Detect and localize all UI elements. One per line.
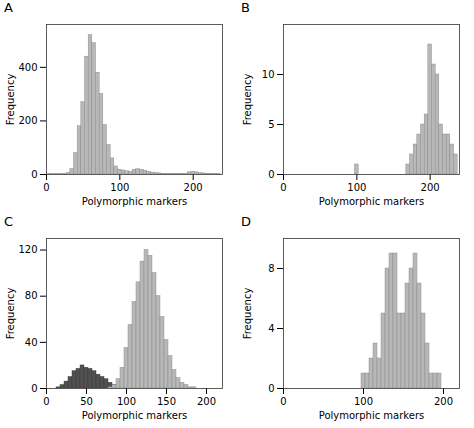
svg-text:0: 0 [280, 396, 286, 407]
svg-text:0: 0 [43, 182, 49, 193]
svg-text:10: 10 [262, 69, 275, 80]
svg-text:80: 80 [25, 290, 38, 301]
svg-text:Polymorphic markers: Polymorphic markers [82, 410, 188, 421]
svg-text:40: 40 [25, 337, 38, 348]
svg-text:Frequency: Frequency [5, 74, 16, 126]
svg-text:0: 0 [31, 169, 37, 180]
html-text:C: C [4, 214, 14, 229]
svg-text:50: 50 [80, 396, 93, 407]
svg-text:100: 100 [347, 182, 366, 193]
html-text:D: D [241, 214, 251, 229]
svg-text:100: 100 [354, 396, 373, 407]
svg-text:200: 200 [197, 396, 216, 407]
html-text:B: B [241, 0, 250, 15]
svg-text:120: 120 [18, 244, 37, 255]
svg-text:100: 100 [110, 182, 129, 193]
html-text:A: A [4, 0, 13, 15]
svg-text:Polymorphic markers: Polymorphic markers [319, 410, 425, 421]
svg-text:0: 0 [43, 396, 49, 407]
svg-text:8: 8 [268, 263, 274, 274]
svg-text:Polymorphic markers: Polymorphic markers [82, 196, 188, 207]
svg-text:5: 5 [268, 119, 274, 130]
svg-text:Frequency: Frequency [242, 74, 253, 126]
svg-text:200: 200 [184, 182, 203, 193]
svg-text:Frequency: Frequency [5, 288, 16, 340]
svg-text:4: 4 [268, 323, 274, 334]
svg-text:Polymorphic markers: Polymorphic markers [319, 196, 425, 207]
svg-text:0: 0 [268, 383, 274, 394]
svg-text:200: 200 [18, 115, 37, 126]
svg-text:100: 100 [117, 396, 136, 407]
svg-text:0: 0 [268, 169, 274, 180]
svg-text:150: 150 [157, 396, 176, 407]
svg-text:0: 0 [31, 383, 37, 394]
svg-text:Frequency: Frequency [242, 288, 253, 340]
svg-text:200: 200 [421, 182, 440, 193]
svg-text:200: 200 [434, 396, 453, 407]
svg-text:400: 400 [18, 62, 37, 73]
svg-text:0: 0 [280, 182, 286, 193]
